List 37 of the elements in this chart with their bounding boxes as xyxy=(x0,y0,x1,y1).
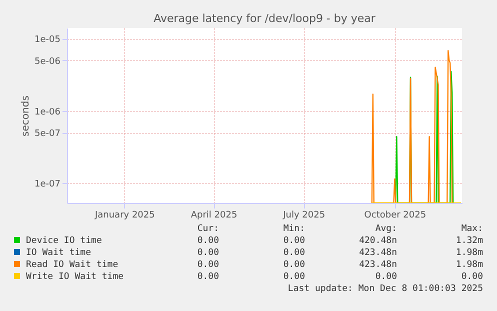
text: Avg: xyxy=(375,224,397,234)
x-tick-label: July 2025 xyxy=(282,210,326,220)
text: 1.98m xyxy=(456,260,483,270)
chart-title: Average latency for /dev/loop9 - by year xyxy=(154,12,376,25)
text: 1.32m xyxy=(456,236,483,246)
text: 0.00 xyxy=(197,260,219,270)
legend-label: IO Wait time xyxy=(26,248,92,258)
text: 420.48n xyxy=(359,236,397,246)
legend-label: Device IO time xyxy=(26,236,102,246)
x-tick-label: October 2025 xyxy=(364,210,426,220)
y-tick-label: 5e-06 xyxy=(34,56,61,67)
text: 0.00 xyxy=(283,248,305,258)
text: 0.00 xyxy=(283,272,305,282)
text: Min: xyxy=(283,224,305,234)
text: 0.00 xyxy=(283,236,305,246)
text: 0.00 xyxy=(283,260,305,270)
text: 0.00 xyxy=(197,236,219,246)
text: 0.00 xyxy=(197,272,219,282)
y-tick-label: 1e-06 xyxy=(34,107,61,118)
text: Max: xyxy=(461,224,483,234)
text: Cur: xyxy=(197,224,219,234)
y-tick-label: 5e-07 xyxy=(34,129,60,140)
text: 1.98m xyxy=(456,248,483,258)
text: Last update: Mon Dec 8 01:00:03 2025 xyxy=(288,284,483,294)
legend-label: Write IO Wait time xyxy=(26,272,124,282)
y-tick-label: 1e-05 xyxy=(34,35,60,46)
y-tick-label: 1e-07 xyxy=(34,180,60,190)
legend-label: Read IO Wait time xyxy=(26,260,118,270)
x-tick-label: April 2025 xyxy=(190,210,238,220)
text: 0.00 xyxy=(375,272,397,282)
text: 0.00 xyxy=(461,272,483,282)
y-axis-title: seconds xyxy=(20,96,32,136)
text: 423.48n xyxy=(359,248,397,258)
text: 423.48n xyxy=(359,260,397,270)
text: 0.00 xyxy=(197,248,219,258)
x-tick-label: January 2025 xyxy=(94,210,155,220)
line-series xyxy=(371,50,453,203)
